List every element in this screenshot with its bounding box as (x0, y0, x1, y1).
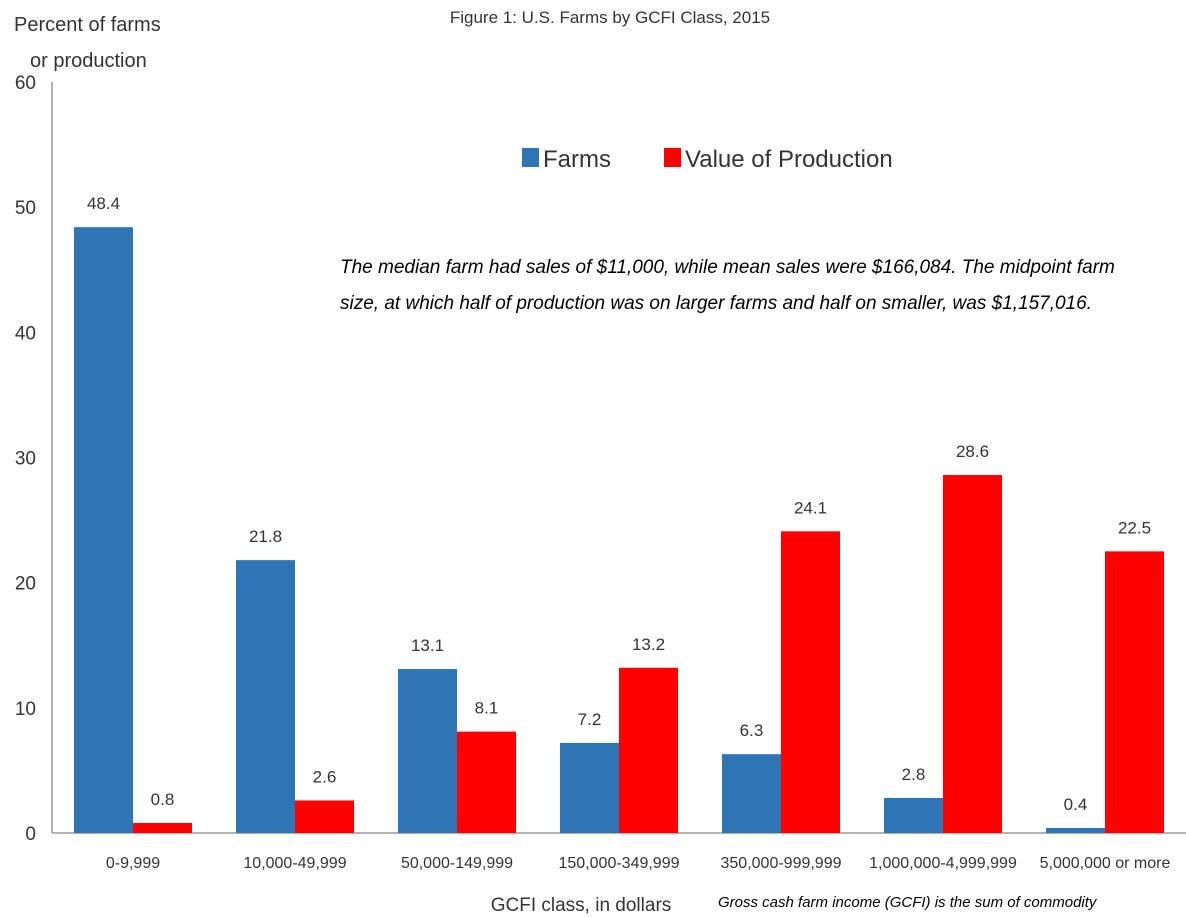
y-axis-label-line2: or production (30, 50, 147, 72)
bar-farms-1 (236, 560, 295, 833)
footnote: Gross cash farm income (GCFI) is the sum… (718, 894, 1098, 911)
data-label-value-of-production-2: 8.1 (475, 699, 499, 718)
y-tick-label-40: 40 (15, 323, 36, 344)
y-tick-label-60: 60 (15, 73, 36, 94)
legend-swatch-value-of-production (664, 148, 681, 167)
y-tick-label-30: 30 (15, 449, 36, 470)
data-label-value-of-production-1: 2.6 (313, 767, 337, 786)
annotation-line1: The median farm had sales of $11,000, wh… (340, 257, 1115, 278)
data-label-farms-3: 7.2 (578, 710, 602, 729)
bar-farms-0 (74, 227, 133, 833)
x-tick-label-3: 150,000-349,999 (559, 855, 680, 872)
x-axis: 0-9,999 10,000-49,999 50,000-149,999 150,00… (106, 855, 1171, 872)
x-tick-label-6: 5,000,000 or more (1040, 855, 1171, 872)
bar-value-of-production-2 (457, 731, 516, 833)
bar-value-of-production-0 (133, 822, 192, 833)
bar-farms-2 (398, 669, 457, 833)
annotation-line2: size, at which half of production was on… (340, 293, 1092, 314)
bar-farms-3 (560, 742, 619, 833)
bar-farms-6 (1046, 827, 1105, 833)
data-label-value-of-production-5: 28.6 (956, 442, 989, 461)
legend-label-farms: Farms (543, 146, 611, 173)
x-tick-label-0: 0-9,999 (106, 855, 160, 872)
data-label-farms-0: 48.4 (87, 194, 120, 213)
data-label-value-of-production-4: 24.1 (794, 498, 827, 517)
bars (74, 227, 1164, 833)
y-tick-label-10: 10 (15, 699, 36, 720)
data-label-farms-5: 2.8 (902, 765, 926, 784)
y-tick-label-50: 50 (15, 198, 36, 219)
data-label-value-of-production-6: 22.5 (1118, 518, 1151, 537)
data-label-farms-2: 13.1 (411, 636, 444, 655)
data-label-farms-1: 21.8 (249, 527, 282, 546)
y-tick-label-20: 20 (15, 574, 36, 595)
x-tick-label-2: 50,000-149,999 (401, 855, 513, 872)
y-tick-label-0: 0 (25, 824, 36, 845)
data-labels: 48.4 0.8 21.8 2.6 13.1 8.1 7.2 13.2 6.3 24.1 2.8 28… (87, 194, 1151, 814)
x-tick-label-5: 1,000,000-4,999,999 (869, 855, 1017, 872)
bar-farms-4 (722, 754, 781, 833)
bar-value-of-production-5 (943, 475, 1002, 833)
data-label-farms-4: 6.3 (740, 721, 764, 740)
bar-value-of-production-4 (781, 531, 840, 833)
y-axis-label-line1: Percent of farms (14, 14, 161, 36)
data-label-farms-6: 0.4 (1064, 795, 1088, 814)
data-label-value-of-production-0: 0.8 (151, 790, 175, 809)
bar-value-of-production-3 (619, 667, 678, 833)
legend: Farms Value of Production (522, 146, 893, 173)
data-label-value-of-production-3: 13.2 (632, 635, 665, 654)
bar-value-of-production-6 (1105, 551, 1164, 833)
chart-title: Figure 1: U.S. Farms by GCFI Class, 2015 (450, 8, 770, 27)
x-axis-label: GCFI class, in dollars (491, 895, 672, 916)
bar-value-of-production-1 (295, 800, 354, 833)
x-tick-label-1: 10,000-49,999 (243, 855, 346, 872)
legend-swatch-farms (522, 148, 539, 167)
y-axis: 0 10 20 30 40 50 60 (15, 73, 36, 845)
legend-label-value-of-production: Value of Production (685, 146, 893, 173)
x-tick-label-4: 350,000-999,999 (721, 855, 842, 872)
bar-farms-5 (884, 797, 943, 833)
